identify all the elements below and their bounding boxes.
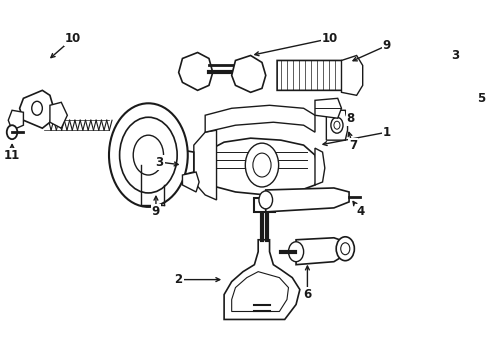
Text: 6: 6 bbox=[303, 288, 311, 301]
Circle shape bbox=[133, 135, 163, 175]
Circle shape bbox=[120, 117, 177, 193]
Circle shape bbox=[336, 237, 354, 261]
Polygon shape bbox=[231, 55, 265, 92]
Circle shape bbox=[333, 121, 339, 129]
Polygon shape bbox=[178, 53, 212, 90]
Polygon shape bbox=[231, 272, 288, 311]
Circle shape bbox=[340, 243, 349, 255]
Polygon shape bbox=[325, 110, 347, 140]
Text: 10: 10 bbox=[64, 32, 81, 45]
Text: 10: 10 bbox=[322, 32, 338, 45]
Polygon shape bbox=[224, 240, 299, 319]
Text: 3: 3 bbox=[155, 156, 163, 168]
Polygon shape bbox=[193, 130, 216, 200]
Polygon shape bbox=[295, 238, 345, 265]
Text: 8: 8 bbox=[346, 112, 354, 125]
Circle shape bbox=[464, 66, 474, 80]
Polygon shape bbox=[8, 110, 23, 130]
Polygon shape bbox=[20, 90, 54, 128]
Circle shape bbox=[7, 125, 17, 139]
Polygon shape bbox=[205, 105, 314, 132]
Text: 2: 2 bbox=[174, 273, 183, 286]
Text: 3: 3 bbox=[450, 49, 458, 62]
Text: 9: 9 bbox=[382, 39, 390, 52]
Polygon shape bbox=[341, 55, 362, 95]
Polygon shape bbox=[405, 58, 431, 88]
Circle shape bbox=[259, 191, 272, 209]
Text: 11: 11 bbox=[4, 149, 20, 162]
Polygon shape bbox=[197, 138, 318, 195]
Circle shape bbox=[288, 242, 303, 262]
Polygon shape bbox=[182, 172, 199, 192]
Text: 1: 1 bbox=[382, 126, 390, 139]
Circle shape bbox=[330, 117, 342, 133]
Polygon shape bbox=[314, 148, 324, 185]
Circle shape bbox=[245, 143, 278, 187]
Circle shape bbox=[32, 101, 42, 115]
Circle shape bbox=[252, 153, 270, 177]
Circle shape bbox=[109, 103, 187, 207]
Text: 9: 9 bbox=[151, 205, 160, 219]
Polygon shape bbox=[314, 98, 341, 118]
Polygon shape bbox=[265, 188, 348, 212]
Polygon shape bbox=[277, 60, 348, 90]
Text: 7: 7 bbox=[348, 139, 356, 152]
Polygon shape bbox=[50, 102, 67, 128]
Text: 5: 5 bbox=[476, 92, 485, 105]
Text: 4: 4 bbox=[356, 205, 364, 219]
Polygon shape bbox=[254, 198, 274, 212]
Polygon shape bbox=[167, 150, 193, 175]
Polygon shape bbox=[459, 60, 480, 85]
